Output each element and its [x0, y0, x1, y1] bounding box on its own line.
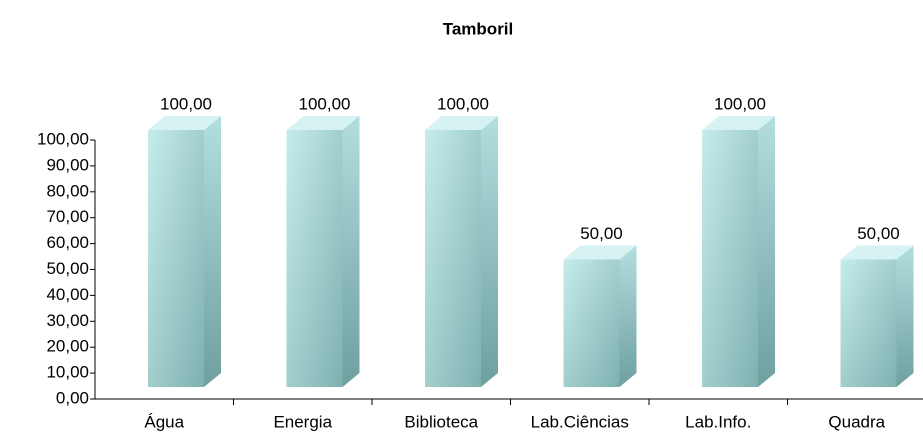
- value-label: 50,00: [580, 224, 623, 243]
- bar: [148, 116, 221, 387]
- bar-side: [896, 245, 914, 387]
- y-tick-label: 80,00: [46, 181, 89, 200]
- bar: [425, 116, 498, 387]
- x-tick-label: Lab.Ciências: [531, 412, 629, 431]
- y-tick-label: 30,00: [46, 311, 89, 330]
- bar-top: [840, 245, 914, 260]
- y-tick-label: 10,00: [46, 363, 89, 382]
- bar-side: [204, 116, 221, 387]
- value-label: 100,00: [299, 94, 351, 113]
- y-tick-label: 90,00: [46, 155, 89, 174]
- bar-side: [342, 116, 360, 387]
- y-tick-label: 50,00: [46, 259, 89, 278]
- bar: [840, 245, 914, 387]
- y-tick-label: 40,00: [46, 285, 89, 304]
- y-tick-label: 20,00: [46, 337, 89, 356]
- bar: [702, 116, 775, 387]
- bar-side: [481, 116, 498, 387]
- x-tick-label: Quadra: [828, 412, 885, 431]
- bar-front: [425, 130, 481, 387]
- value-label: 100,00: [714, 94, 766, 113]
- bar-top: [286, 116, 360, 130]
- bar-front: [286, 130, 343, 387]
- y-tick-label: 70,00: [46, 207, 89, 226]
- value-label: 100,00: [160, 94, 212, 113]
- bar-top: [148, 116, 221, 130]
- bar: [286, 116, 360, 387]
- bar-front: [148, 130, 204, 387]
- x-tick-label: Água: [144, 412, 184, 431]
- x-tick-label: Biblioteca: [404, 412, 478, 431]
- chart-title: Tamboril: [443, 19, 514, 38]
- y-tick-label: 60,00: [46, 233, 89, 252]
- y-tick-label: 100,00: [37, 129, 89, 148]
- value-label: 100,00: [437, 94, 489, 113]
- y-tick-label: 0,00: [56, 388, 89, 407]
- bar-front: [840, 259, 897, 387]
- value-label: 50,00: [857, 224, 900, 243]
- bar-side: [619, 245, 637, 387]
- bar-side: [758, 116, 775, 387]
- bar-front: [563, 259, 620, 387]
- x-tick-label: Energia: [273, 412, 332, 431]
- bar-top: [425, 116, 498, 130]
- bar-top: [702, 116, 775, 130]
- bar: [563, 245, 637, 387]
- x-tick-label: Lab.Info.: [685, 412, 751, 431]
- bar-top: [563, 245, 637, 260]
- bar-front: [702, 130, 758, 387]
